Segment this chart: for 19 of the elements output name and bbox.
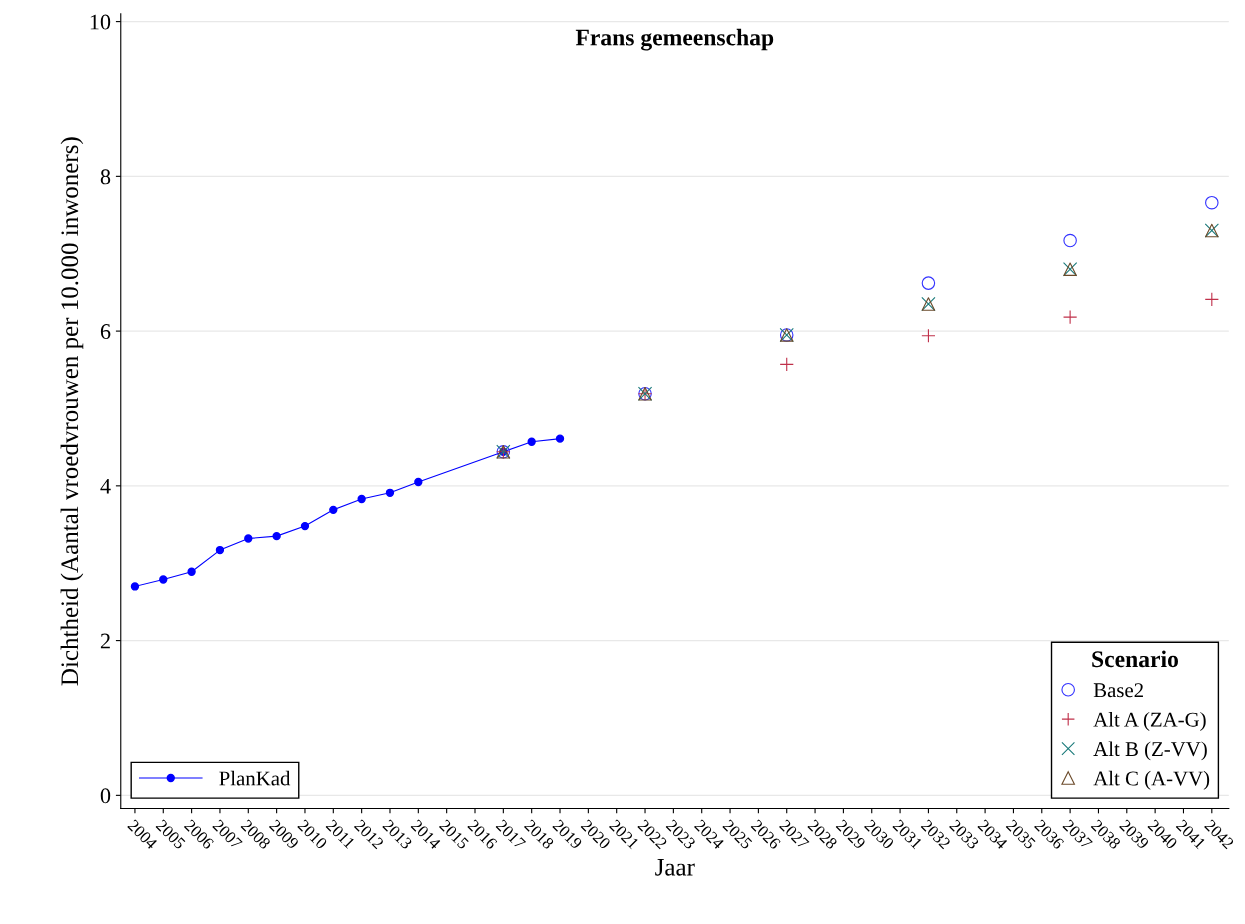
legend-label: Alt B (Z-VV) (1093, 741, 1207, 761)
y-tick-label: 0 (100, 788, 111, 804)
y-tick-label: 8 (100, 169, 111, 185)
legend-label: Alt A (ZA-G) (1093, 711, 1206, 731)
x-tick-label: 2007 (212, 819, 243, 850)
y-axis-title: Dichtheid (Aantal vroedvrouwen per 10.000 inwoners) (60, 137, 84, 686)
legend-label: PlanKad (219, 770, 291, 786)
x-tick-label: 2027 (778, 819, 810, 850)
legend-label: Alt C (A-VV) (1093, 770, 1210, 790)
legend-title: Scenario (1092, 650, 1178, 668)
x-tick-label: 2017 (495, 819, 527, 850)
y-tick-label: 4 (100, 478, 111, 494)
x-tick-label: 2037 (1062, 819, 1094, 850)
y-tick-label: 10 (90, 14, 111, 30)
y-tick-label: 6 (100, 324, 111, 340)
x-axis-title: Jaar (655, 859, 695, 876)
text: Frans gemeenschap (575, 28, 774, 51)
legend-label: Base2 (1093, 683, 1143, 698)
y-tick-label: 2 (100, 633, 110, 649)
